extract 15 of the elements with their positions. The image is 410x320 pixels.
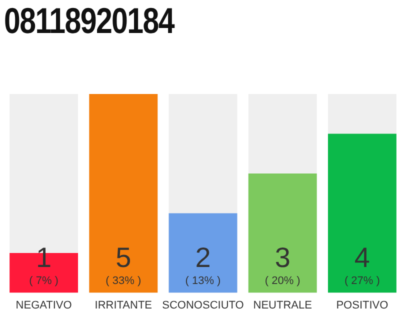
annotation: ( 20% ) xyxy=(264,274,300,287)
chart-title: 08118920184 xyxy=(4,0,174,42)
data-label: 3 xyxy=(274,242,290,273)
x-tick-label: NEUTRALE xyxy=(253,299,312,312)
annotation: ( 27% ) xyxy=(344,274,380,287)
data-label: 5 xyxy=(116,242,132,273)
x-tick-label: IRRITANTE xyxy=(94,299,152,312)
annotation: ( 7% ) xyxy=(29,274,58,287)
x-tick-label: NEGATIVO xyxy=(16,299,72,312)
x-tick-label: SCONOSCIUTO xyxy=(162,299,244,312)
x-tick-label: POSITIVO xyxy=(336,299,389,312)
annotation: ( 33% ) xyxy=(106,274,142,287)
data-label: 4 xyxy=(354,242,370,273)
annotation: ( 13% ) xyxy=(185,274,221,287)
data-label: 2 xyxy=(195,242,211,273)
